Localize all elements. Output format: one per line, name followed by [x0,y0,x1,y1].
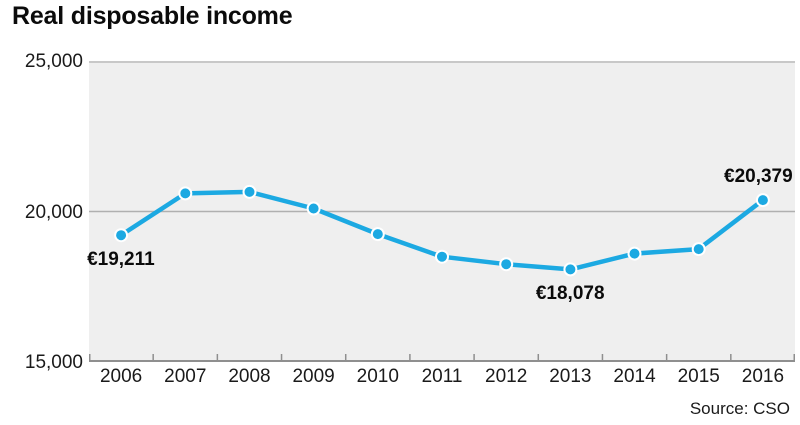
x-tick-label: 2012 [485,366,528,387]
data-label: €18,078 [535,283,605,305]
x-tick-label: 2008 [228,366,271,387]
data-point [691,242,706,257]
y-tick-label: 25,000 [24,51,83,72]
data-point [755,193,770,208]
x-tick-label: 2010 [356,366,399,387]
data-label: €19,211 [87,249,155,271]
data-point [370,227,385,242]
x-tick-label: 2011 [421,366,463,387]
x-tick-label: 2015 [677,366,720,387]
x-tick-label: 2016 [741,366,785,387]
chart-title: Real disposable income [12,2,293,30]
data-point [242,184,257,199]
data-label: €20,379 [724,166,793,188]
data-point [435,249,449,264]
x-tick-label: 2009 [292,366,335,387]
line-chart-svg [89,61,795,362]
x-tick-label: 2007 [164,366,207,387]
x-tick-label: 2014 [613,366,656,387]
data-point [114,228,129,243]
data-point [178,186,193,201]
y-tick-label: 20,000 [24,201,83,223]
data-point [306,201,321,216]
x-tick-label: 2013 [549,366,592,387]
y-tick-label: 15,000 [24,352,83,373]
data-point [627,246,642,261]
data-point [499,257,514,272]
x-tick-label: 2006 [99,366,143,387]
data-point [563,262,578,277]
source-note: Source: CSO [689,399,790,418]
